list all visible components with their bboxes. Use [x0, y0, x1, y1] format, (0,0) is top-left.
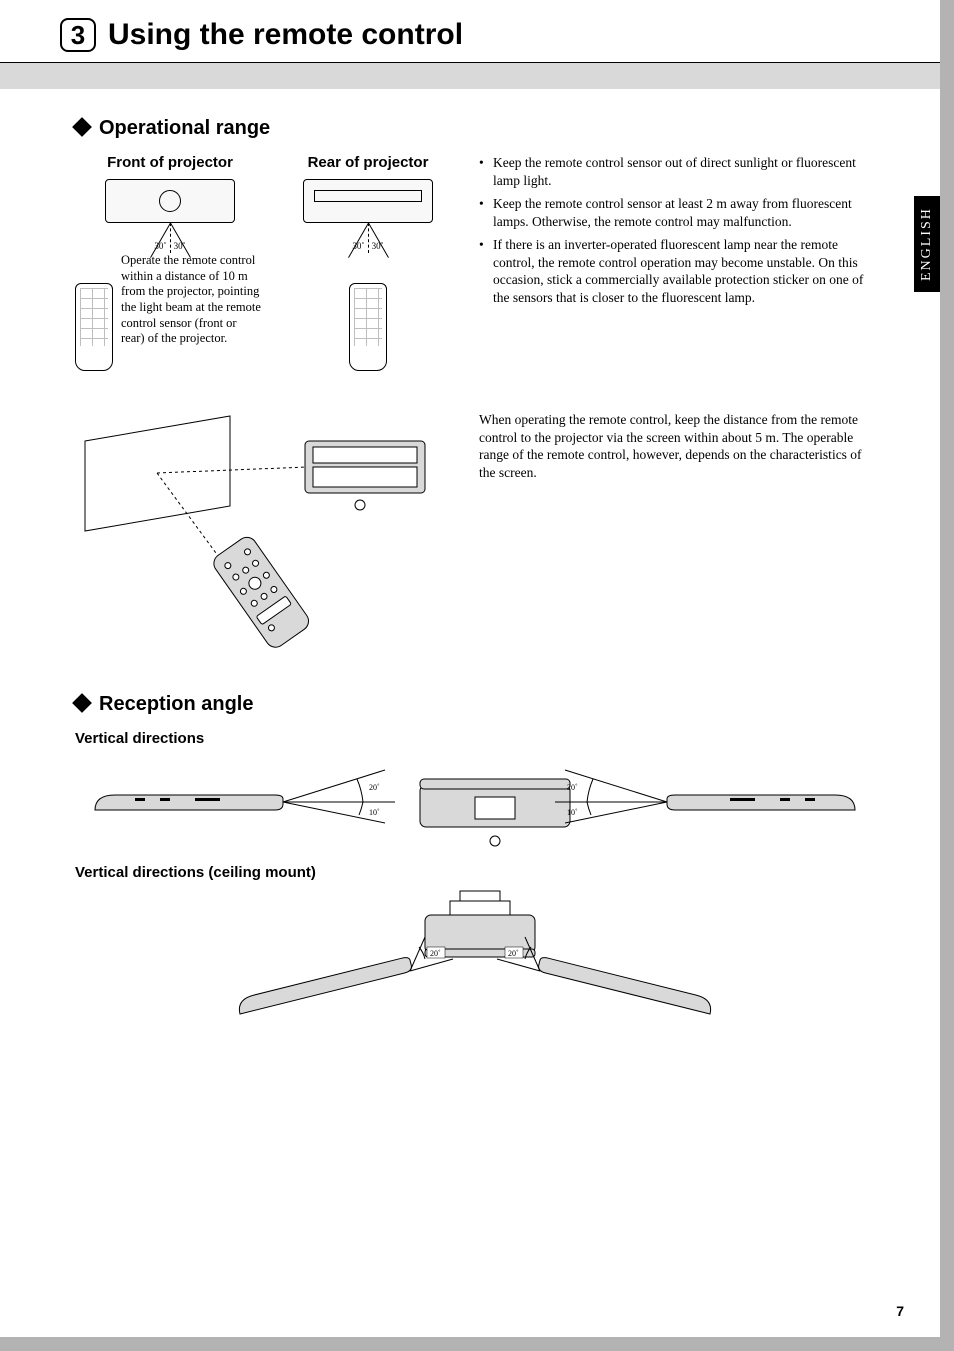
front-rear-diagrams: Front of projector 30˚ 30˚ Operate the r… — [75, 154, 455, 371]
row-screen: When operating the remote control, keep … — [75, 411, 880, 671]
vertical-directions-ceiling-diagram: 20˚ 20˚ — [75, 889, 880, 1029]
angle-20: 20˚ — [369, 783, 380, 792]
front-projector-block: Front of projector 30˚ 30˚ Operate the r… — [75, 154, 265, 371]
projector-rear-icon — [303, 179, 433, 223]
cone-front: 30˚ 30˚ — [105, 223, 235, 253]
svg-text:20˚: 20˚ — [508, 949, 519, 958]
chapter-title: Using the remote control — [108, 18, 463, 51]
angle-30-left-r: 30˚ — [352, 241, 364, 251]
page-number: 7 — [896, 1303, 904, 1319]
projector-front-icon — [105, 179, 235, 223]
tip-1: Keep the remote control sensor out of di… — [479, 154, 880, 189]
diamond-icon — [72, 693, 92, 713]
page: 3 Using the remote control ENGLISH Opera… — [0, 0, 940, 1337]
heading-text: Operational range — [99, 117, 270, 139]
section-reception-angle: Reception angle Vertical directions 20˚ — [75, 693, 880, 1029]
screen-diagram — [75, 411, 455, 671]
header-gray-band — [0, 63, 940, 89]
chapter-number: 3 — [60, 18, 96, 52]
angle-20-r: 20˚ — [567, 783, 578, 792]
bullet-list-col: Keep the remote control sensor out of di… — [479, 154, 880, 312]
angle-10: 10˚ — [369, 808, 380, 817]
angle-30-right: 30˚ — [174, 241, 186, 251]
rear-projector-label: Rear of projector — [283, 154, 453, 171]
diamond-icon — [72, 117, 92, 137]
row-front-rear: Front of projector 30˚ 30˚ Operate the r… — [75, 154, 880, 371]
operate-note: Operate the remote control within a dist… — [121, 253, 261, 347]
rear-projector-block: Rear of projector 30˚ 30˚ — [283, 154, 453, 371]
angle-30-right-r: 30˚ — [372, 241, 384, 251]
vertical-directions-ceiling-label: Vertical directions (ceiling mount) — [75, 864, 880, 881]
tips-list: Keep the remote control sensor out of di… — [479, 154, 880, 306]
vertical-directions-diagram: 20˚ 10˚ 20˚ 10˚ — [75, 755, 880, 850]
heading-text: Reception angle — [99, 693, 253, 715]
reception-heading: Reception angle — [75, 693, 880, 716]
cone-rear: 30˚ 30˚ — [303, 223, 433, 253]
angle-10-r: 10˚ — [567, 808, 578, 817]
tip-3: If there is an inverter-operated fluores… — [479, 236, 880, 306]
svg-text:20˚: 20˚ — [430, 949, 441, 958]
section-operational-range-heading: Operational range — [75, 117, 880, 140]
tip-2: Keep the remote control sensor at least … — [479, 195, 880, 230]
front-projector-label: Front of projector — [75, 154, 265, 171]
remote-icon — [75, 283, 113, 371]
chapter-header: 3 Using the remote control — [0, 0, 940, 63]
screen-note: When operating the remote control, keep … — [479, 411, 880, 481]
angle-30-left: 30˚ — [154, 241, 166, 251]
page-content: Operational range Front of projector 30˚… — [0, 89, 940, 1049]
remote-icon-rear — [349, 283, 387, 371]
vertical-directions-label: Vertical directions — [75, 730, 880, 747]
